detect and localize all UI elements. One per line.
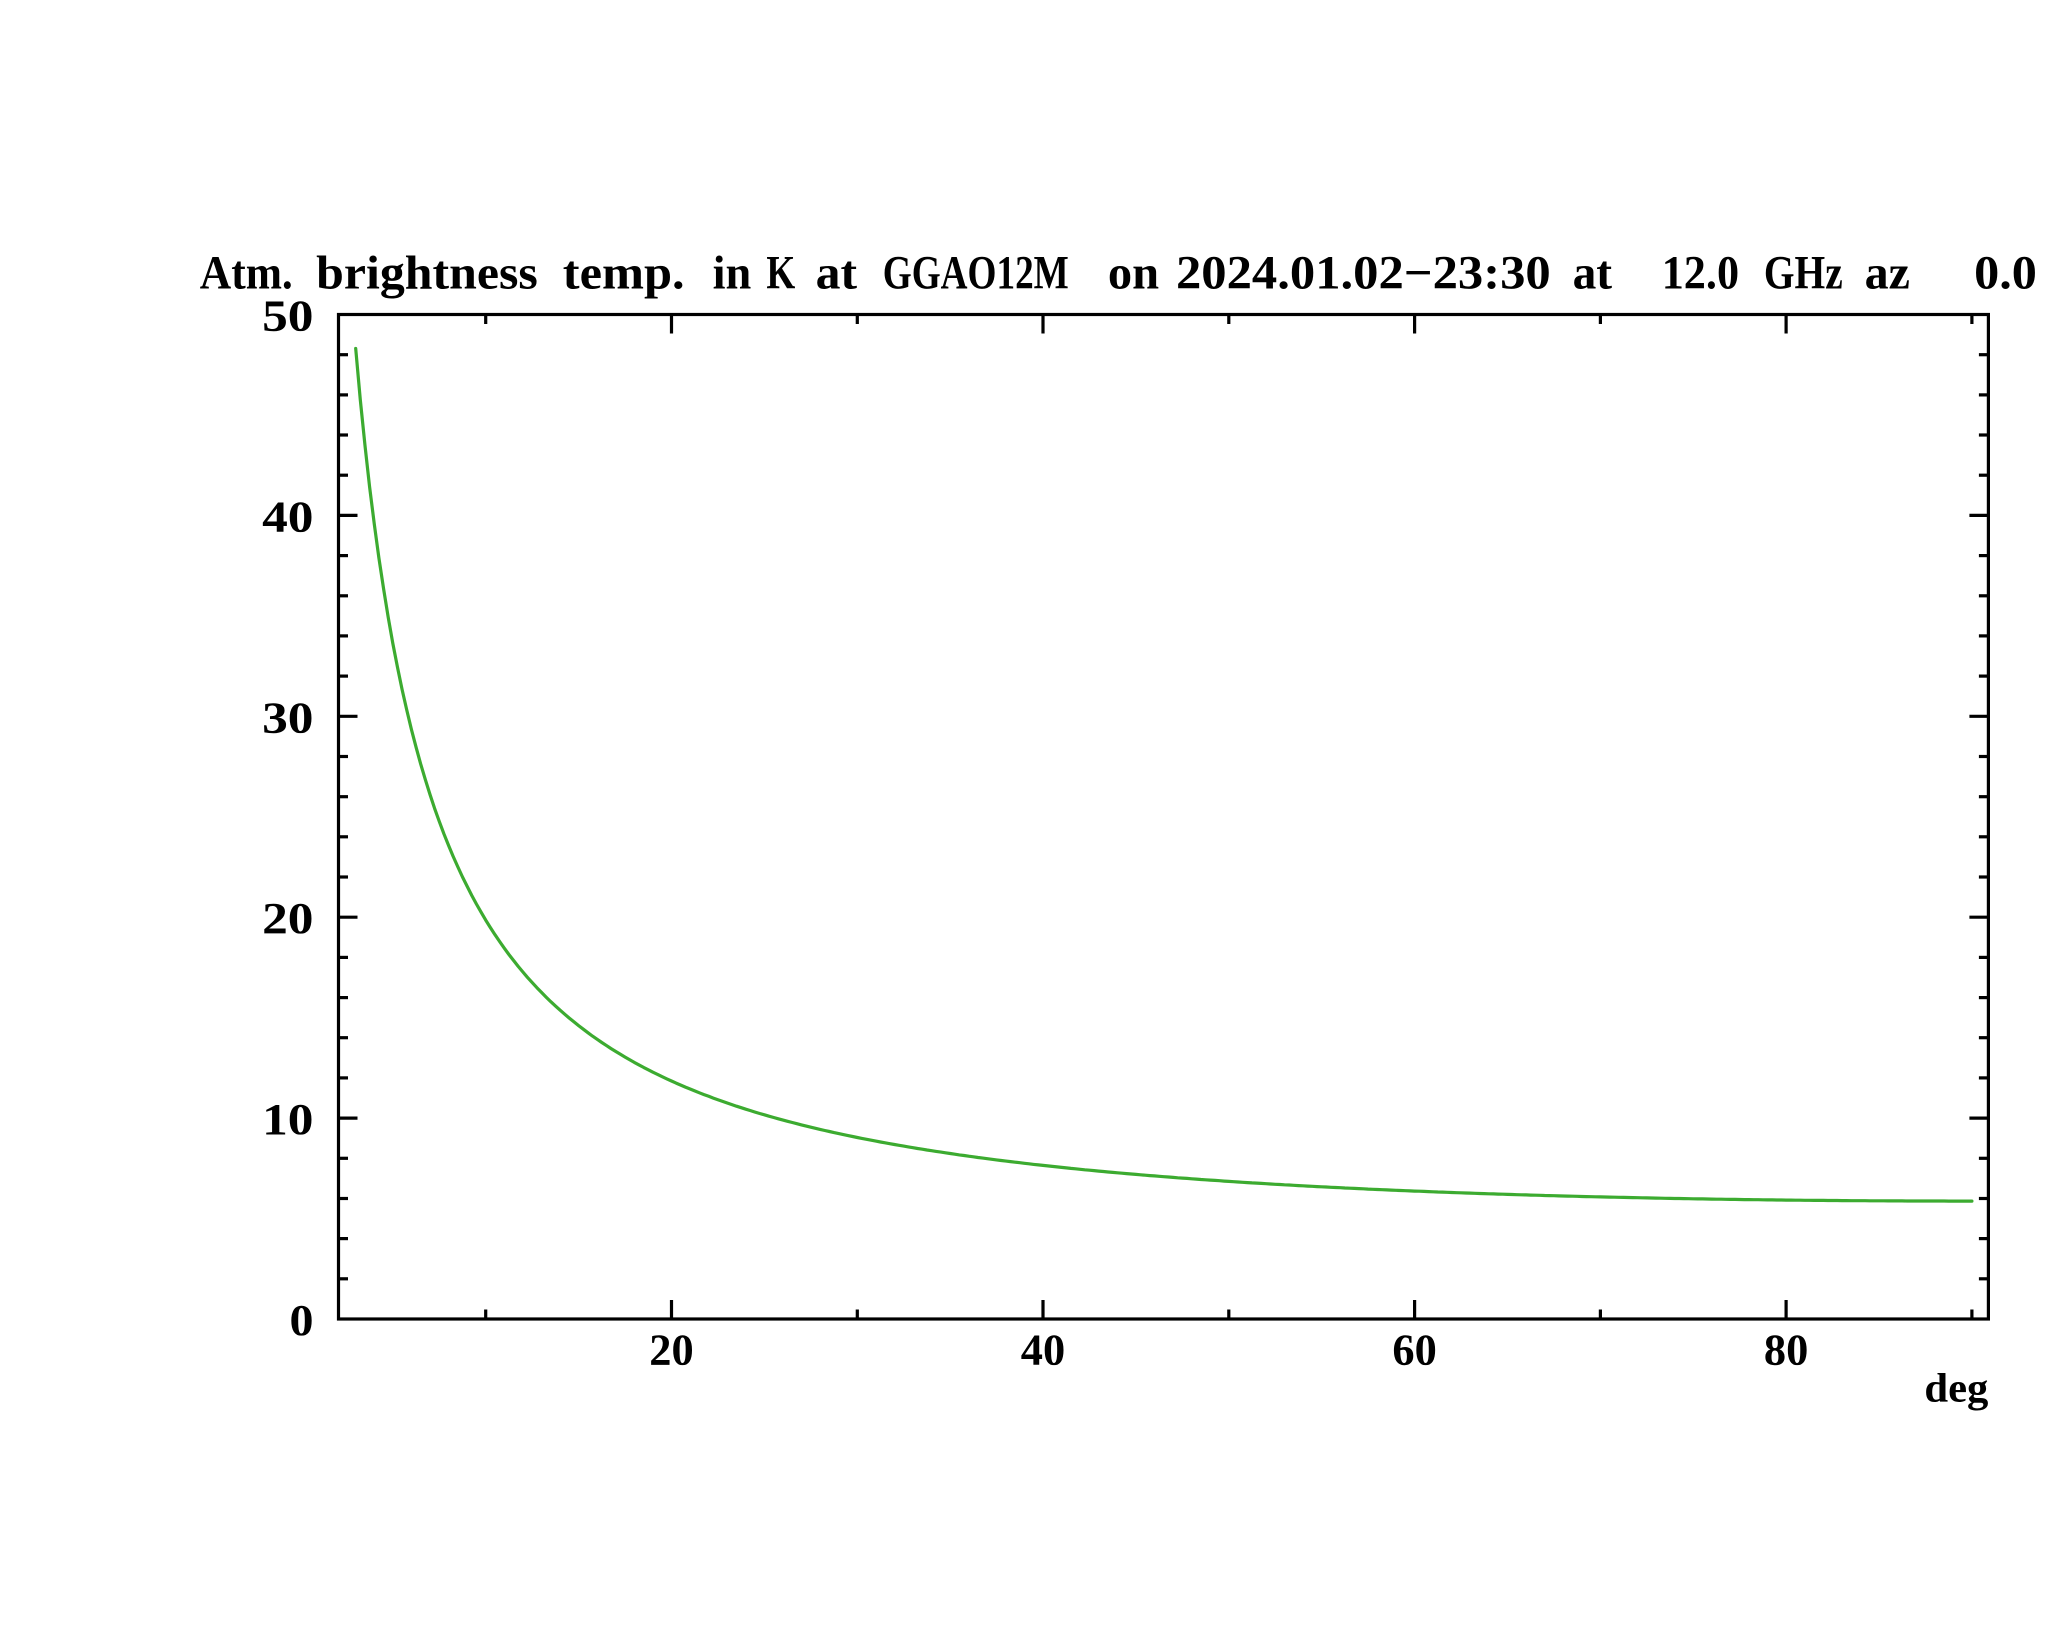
svg-text:GHz: GHz	[1764, 247, 1843, 300]
svg-text:0: 0	[290, 1296, 314, 1345]
svg-text:0.0: 0.0	[1974, 247, 2037, 300]
svg-text:K: K	[766, 247, 795, 300]
svg-text:brightness: brightness	[316, 247, 538, 300]
svg-text:30: 30	[262, 693, 313, 742]
svg-text:temp.: temp.	[563, 247, 685, 300]
svg-text:on: on	[1108, 247, 1159, 300]
svg-text:80: 80	[1764, 1326, 1808, 1375]
svg-text:12.0: 12.0	[1662, 247, 1739, 300]
svg-text:Atm.: Atm.	[200, 247, 293, 300]
svg-text:40: 40	[1021, 1326, 1065, 1375]
svg-text:at: at	[1573, 247, 1613, 300]
svg-text:az: az	[1865, 247, 1910, 300]
svg-text:40: 40	[262, 492, 313, 541]
svg-text:deg: deg	[1924, 1364, 1989, 1410]
svg-text:60: 60	[1392, 1326, 1436, 1375]
svg-text:2024.01.02−23:30: 2024.01.02−23:30	[1176, 247, 1551, 300]
svg-text:GGAO12M: GGAO12M	[883, 247, 1069, 300]
svg-text:20: 20	[262, 894, 313, 943]
svg-text:10: 10	[262, 1095, 313, 1144]
svg-text:at: at	[816, 247, 857, 300]
svg-text:20: 20	[649, 1326, 693, 1375]
svg-text:50: 50	[262, 292, 313, 341]
svg-text:in: in	[713, 247, 752, 300]
